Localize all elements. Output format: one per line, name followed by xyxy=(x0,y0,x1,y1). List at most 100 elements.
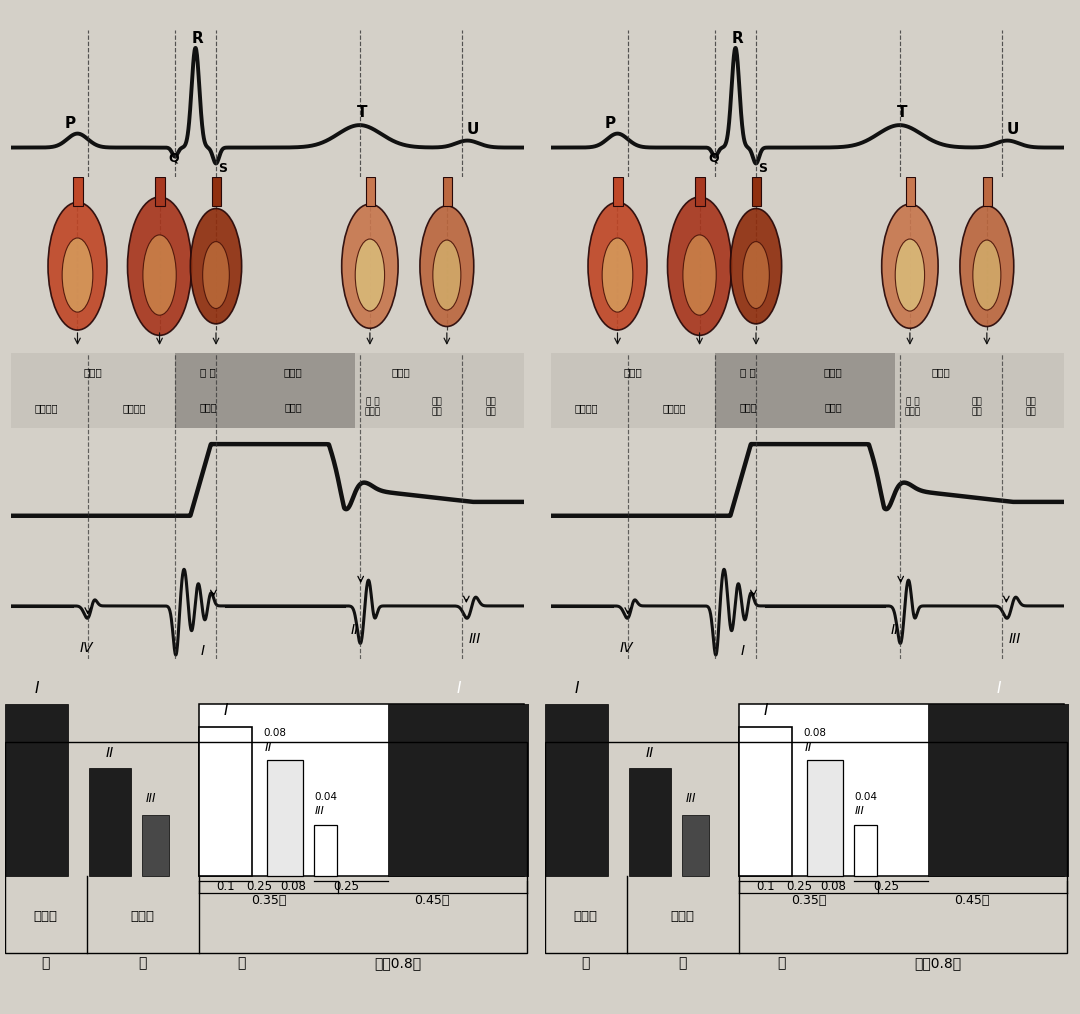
Text: Q: Q xyxy=(168,151,179,164)
Text: 等 容: 等 容 xyxy=(201,367,216,377)
Text: 0.35秒: 0.35秒 xyxy=(251,894,286,908)
Bar xyxy=(696,177,704,206)
Text: 0.25: 0.25 xyxy=(873,880,899,893)
Text: R: R xyxy=(731,30,743,46)
Text: Q: Q xyxy=(708,151,719,164)
Text: 等 容
舒张期: 等 容 舒张期 xyxy=(364,397,380,417)
Text: 收缩期: 收缩期 xyxy=(200,402,217,412)
Text: I: I xyxy=(456,681,461,696)
Ellipse shape xyxy=(420,206,474,327)
Text: 0.45秒: 0.45秒 xyxy=(415,894,450,908)
Text: 慢充
盈期: 慢充 盈期 xyxy=(1025,397,1036,417)
Text: 舒张期: 舒张期 xyxy=(671,910,694,923)
Bar xyxy=(90,768,131,876)
Ellipse shape xyxy=(743,241,769,308)
Bar xyxy=(854,825,877,876)
Bar xyxy=(5,741,527,953)
Ellipse shape xyxy=(341,204,399,329)
Bar xyxy=(141,815,168,876)
Bar xyxy=(894,353,1064,428)
Bar xyxy=(928,705,1069,876)
Text: 收缩前期: 收缩前期 xyxy=(662,404,686,414)
Text: 0.25: 0.25 xyxy=(333,880,359,893)
Text: 晚: 晚 xyxy=(777,956,785,970)
Bar xyxy=(715,353,894,428)
Text: 0.08: 0.08 xyxy=(281,880,307,893)
Text: 晚: 晚 xyxy=(237,956,245,970)
Text: III: III xyxy=(686,792,697,804)
Text: T: T xyxy=(357,104,367,120)
Ellipse shape xyxy=(603,238,633,312)
Text: 收缩前期: 收缩前期 xyxy=(122,404,146,414)
Ellipse shape xyxy=(190,209,242,323)
Text: 舒张期: 舒张期 xyxy=(131,910,154,923)
Ellipse shape xyxy=(895,239,924,311)
Text: T: T xyxy=(897,104,907,120)
Text: 舒张期: 舒张期 xyxy=(83,367,103,377)
Ellipse shape xyxy=(127,197,191,336)
Text: 早: 早 xyxy=(41,956,50,970)
Text: I: I xyxy=(224,704,228,719)
Text: 0.1: 0.1 xyxy=(216,880,234,893)
Bar xyxy=(681,815,708,876)
Text: 舒张期: 舒张期 xyxy=(623,367,643,377)
Bar xyxy=(314,825,337,876)
Text: S: S xyxy=(218,162,227,175)
Ellipse shape xyxy=(960,206,1014,327)
Text: 中: 中 xyxy=(678,956,687,970)
Text: III: III xyxy=(469,632,482,646)
Text: I: I xyxy=(35,681,39,696)
Bar xyxy=(199,705,524,876)
Text: 0.25: 0.25 xyxy=(786,880,812,893)
Text: 收缩期: 收缩期 xyxy=(284,367,302,377)
Text: P: P xyxy=(65,116,76,131)
Text: U: U xyxy=(1007,122,1018,137)
Bar xyxy=(175,353,354,428)
Bar xyxy=(630,768,671,876)
Text: I: I xyxy=(741,645,745,658)
Text: 0.08: 0.08 xyxy=(804,728,826,737)
Text: 舒张期: 舒张期 xyxy=(931,367,950,377)
Bar xyxy=(11,353,175,428)
Ellipse shape xyxy=(203,241,229,308)
Text: 早: 早 xyxy=(581,956,590,970)
Text: 0.04: 0.04 xyxy=(314,792,337,802)
Text: 中: 中 xyxy=(138,956,147,970)
Bar xyxy=(156,177,165,206)
Text: 0.08: 0.08 xyxy=(264,728,286,737)
Text: 0.1: 0.1 xyxy=(756,880,774,893)
Text: P: P xyxy=(605,116,616,131)
Bar xyxy=(807,760,842,876)
Bar xyxy=(199,727,252,876)
Bar xyxy=(354,353,524,428)
Text: 周期0.8秒: 周期0.8秒 xyxy=(915,956,962,970)
Text: 快充
盈期: 快充 盈期 xyxy=(431,397,442,417)
Text: IV: IV xyxy=(620,641,634,655)
Bar xyxy=(366,177,375,206)
Text: 周期0.8秒: 周期0.8秒 xyxy=(375,956,422,970)
Text: II: II xyxy=(106,745,114,759)
Text: II: II xyxy=(265,740,272,753)
Text: 快充
盈期: 快充 盈期 xyxy=(971,397,982,417)
Ellipse shape xyxy=(667,197,731,336)
Bar xyxy=(268,760,302,876)
Bar xyxy=(73,177,83,206)
Text: S: S xyxy=(758,162,767,175)
Bar xyxy=(739,727,792,876)
Text: I: I xyxy=(764,704,768,719)
Text: 慢充盈期: 慢充盈期 xyxy=(35,404,58,414)
Bar xyxy=(551,353,715,428)
Bar xyxy=(388,705,529,876)
Text: III: III xyxy=(314,806,324,816)
Text: 0.35秒: 0.35秒 xyxy=(791,894,826,908)
Text: 0.25: 0.25 xyxy=(246,880,272,893)
Text: II: II xyxy=(890,623,899,637)
Text: 射血期: 射血期 xyxy=(824,402,841,412)
Text: 慢充
盈期: 慢充 盈期 xyxy=(485,397,496,417)
Text: 舒张期: 舒张期 xyxy=(391,367,410,377)
Text: III: III xyxy=(146,792,157,804)
Text: 收缩期: 收缩期 xyxy=(573,910,597,923)
Ellipse shape xyxy=(143,235,176,315)
Text: I: I xyxy=(575,681,579,696)
Text: 射血期: 射血期 xyxy=(284,402,301,412)
